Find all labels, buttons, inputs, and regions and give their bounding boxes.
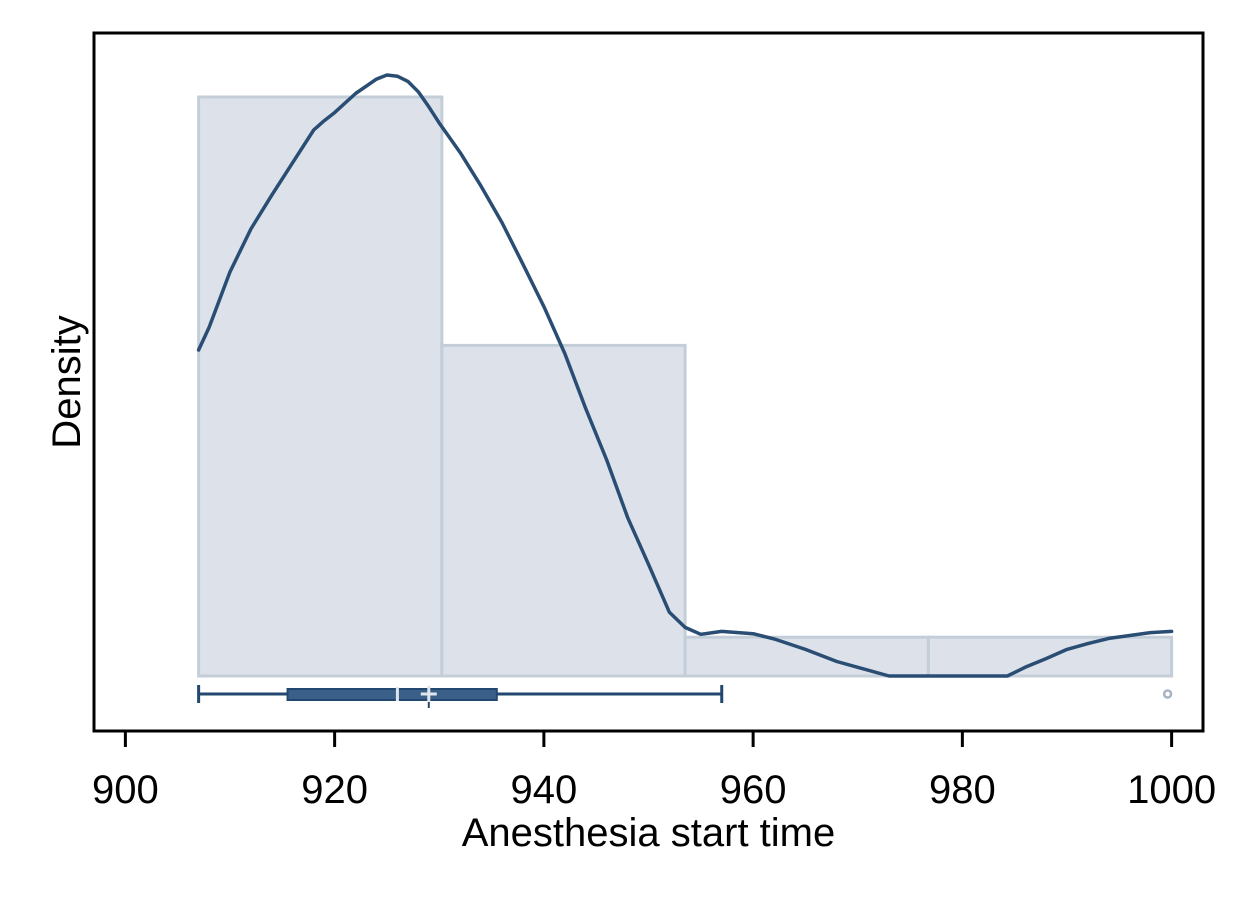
histogram-bar bbox=[683, 635, 930, 678]
box-plot-layer bbox=[197, 685, 1173, 708]
x-tick-label: 940 bbox=[511, 768, 578, 812]
x-axis-title: Anesthesia start time bbox=[462, 811, 836, 855]
histogram-layer bbox=[197, 95, 1174, 678]
density-curve-layer bbox=[196, 73, 1174, 678]
histogram-bar bbox=[440, 343, 687, 678]
x-tick-label: 960 bbox=[720, 768, 787, 812]
box-plot-outlier bbox=[1162, 689, 1173, 699]
x-tick-label: 920 bbox=[301, 768, 368, 812]
histogram-bar bbox=[197, 95, 444, 678]
x-tick-label: 1000 bbox=[1127, 768, 1216, 812]
plot-frame bbox=[92, 31, 1205, 733]
x-tick-label: 980 bbox=[929, 768, 996, 812]
density-curve-line bbox=[196, 73, 1174, 678]
y-axis-title: Density bbox=[45, 315, 89, 448]
x-axis: 900 920 940 960 980 1000 bbox=[92, 731, 1216, 812]
x-tick-label: 900 bbox=[92, 768, 159, 812]
box-plot-box bbox=[286, 688, 498, 701]
histogram-bar bbox=[926, 635, 1174, 678]
